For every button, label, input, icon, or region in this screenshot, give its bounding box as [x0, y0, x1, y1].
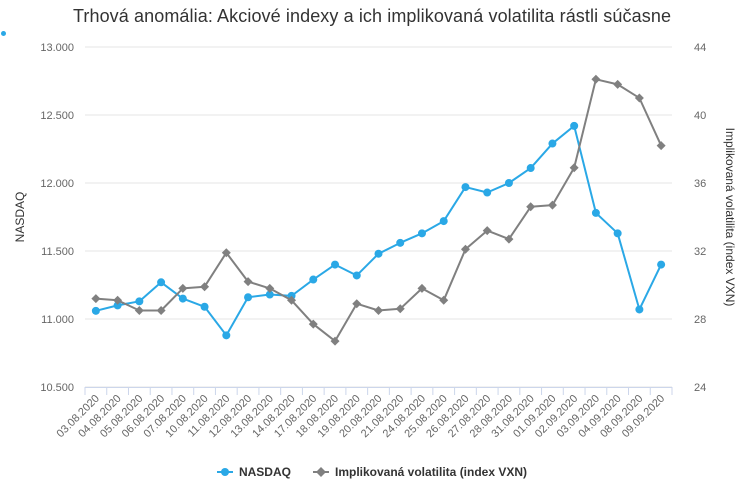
data-point-nasdaq — [244, 293, 253, 302]
y-right-tick-label: 28 — [694, 314, 706, 326]
legend-label-vxn: Implikovaná volatilita (index VXN) — [334, 465, 528, 479]
data-point-nasdaq — [178, 294, 187, 303]
y-left-tick-label: 12.000 — [40, 178, 74, 190]
chart-title: Trhová anomália: Akciové indexy a ich im… — [72, 6, 672, 26]
data-point-nasdaq — [265, 290, 274, 299]
data-point-vxn — [656, 141, 666, 151]
data-point-vxn — [330, 336, 340, 346]
series-layer — [91, 74, 666, 346]
data-point-vxn — [287, 295, 297, 305]
axes: 10.500 11.000 11.500 12.000 12.500 13.000 24 28… — [13, 42, 737, 440]
y-right-tick-label: 36 — [694, 178, 706, 190]
data-point-vxn — [178, 283, 188, 293]
data-point-vxn — [374, 306, 383, 315]
data-point-vxn — [395, 304, 405, 314]
legend-item-vxn[interactable]: Implikovaná volatilita (index VXN) — [312, 465, 528, 479]
data-point-vxn — [439, 295, 449, 305]
data-point-vxn — [547, 200, 557, 210]
data-point-nasdaq — [200, 302, 209, 311]
data-point-nasdaq — [91, 306, 100, 315]
data-point-nasdaq — [113, 301, 122, 310]
legend-label-nasdaq: NASDAQ — [238, 465, 291, 479]
y-left-tick-label: 11.000 — [41, 314, 74, 326]
y-left-tick-label: 11.500 — [41, 246, 74, 258]
data-point-nasdaq — [222, 331, 231, 340]
data-point-vxn — [569, 163, 579, 173]
data-point-nasdaq — [635, 305, 644, 314]
y-left-tick-label: 12.500 — [40, 110, 74, 122]
data-point-vxn — [460, 244, 470, 254]
legend: NASDAQ Implikovaná volatilita (index VXN… — [0, 462, 744, 482]
data-point-nasdaq — [352, 271, 361, 280]
legend-item-nasdaq[interactable]: NASDAQ — [216, 465, 291, 479]
data-point-nasdaq — [548, 139, 557, 148]
y-left-axis-title: NASDAQ — [13, 192, 27, 243]
data-point-nasdaq — [135, 297, 144, 306]
data-point-vxn — [634, 93, 644, 103]
data-point-nasdaq — [504, 179, 513, 187]
data-point-vxn — [243, 277, 253, 287]
data-point-nasdaq — [331, 260, 340, 269]
data-point-vxn — [113, 295, 123, 305]
legend-diamond-icon — [312, 466, 329, 478]
data-point-vxn — [591, 74, 601, 84]
data-point-vxn — [352, 299, 362, 309]
data-point-nasdaq — [396, 238, 405, 247]
data-point-vxn — [482, 226, 492, 236]
data-point-vxn — [417, 283, 427, 293]
data-point-nasdaq — [613, 229, 622, 238]
y-left-tick-label: 10.500 — [40, 382, 74, 394]
data-point-nasdaq — [374, 249, 383, 258]
data-point-nasdaq — [309, 275, 318, 284]
data-point-vxn — [91, 294, 101, 304]
data-point-vxn — [156, 306, 166, 315]
plot-area: 10.500 11.000 11.500 12.000 12.500 13.000 24 28… — [13, 42, 737, 440]
data-point-nasdaq — [657, 260, 666, 269]
data-point-nasdaq — [570, 121, 579, 130]
data-point-vxn — [504, 234, 514, 244]
legend-circle-icon — [216, 466, 233, 478]
data-point-nasdaq — [591, 208, 600, 217]
data-point-vxn — [526, 202, 536, 212]
data-point-nasdaq — [417, 229, 426, 238]
data-point-nasdaq — [526, 164, 535, 173]
y-right-axis-title: Implikovaná volatilita (index VXN) — [723, 128, 737, 307]
data-point-nasdaq — [483, 188, 492, 197]
data-point-nasdaq — [157, 278, 166, 287]
data-point-vxn — [308, 319, 318, 329]
y-right-tick-label: 32 — [694, 246, 706, 258]
y-right-tick-label: 40 — [694, 110, 706, 122]
data-point-nasdaq — [461, 183, 470, 192]
y-left-tick-label: 13.000 — [40, 42, 74, 54]
gridlines — [85, 46, 672, 388]
menu-dot-icon — [1, 31, 6, 36]
data-point-vxn — [613, 79, 623, 89]
y-right-tick-label: 44 — [694, 42, 706, 54]
data-point-nasdaq — [439, 217, 448, 226]
y-right-tick-label: 24 — [694, 382, 706, 394]
data-point-vxn — [265, 283, 275, 293]
data-point-vxn — [200, 282, 210, 292]
data-point-vxn — [134, 306, 144, 315]
data-point-vxn — [221, 248, 231, 258]
